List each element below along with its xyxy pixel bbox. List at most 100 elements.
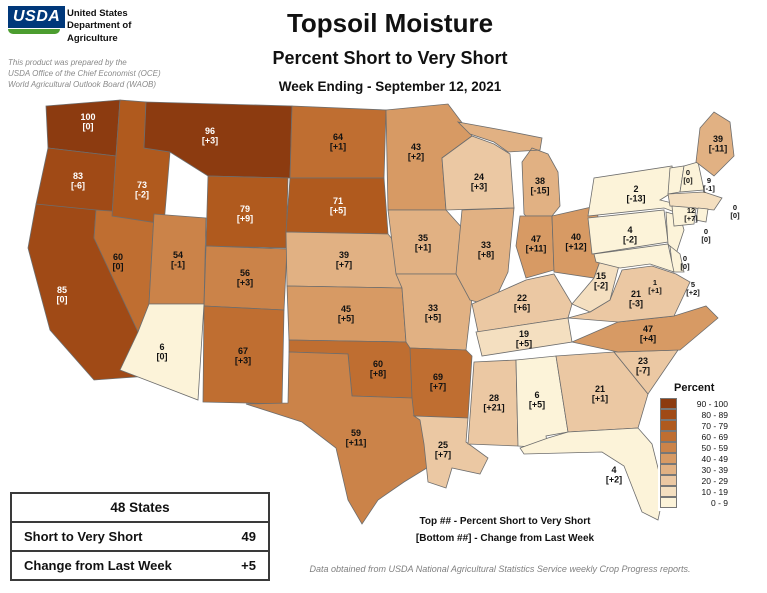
summary-value: +5	[241, 558, 256, 573]
summary-label: Short to Very Short	[24, 529, 143, 544]
agency-line: Department of	[67, 20, 132, 32]
state-label-MN: 43 [+2]	[408, 142, 424, 162]
legend-swatch	[660, 398, 677, 409]
state-label-AR: 69 [+7]	[430, 372, 446, 392]
legend-range-label: 0 - 9	[710, 497, 728, 508]
state-label-IL: 33 [+8]	[478, 240, 494, 260]
summary-row: Short to Very Short 49	[12, 523, 268, 552]
agency-line: United States	[67, 8, 128, 19]
state-label-TX: 59 [+11]	[346, 428, 367, 448]
page-subtitle: Percent Short to Very Short	[272, 48, 508, 68]
state-AZ	[119, 303, 205, 401]
state-label-ID: 73 [-2]	[135, 180, 149, 200]
state-label-FL: 4 [+2]	[606, 465, 622, 485]
agency-name: United States Department of Agriculture	[67, 6, 131, 45]
legend-row: 90 - 100	[660, 398, 728, 409]
state-label-NY: 2 [-13]	[626, 184, 645, 204]
state-label-GA: 21 [+1]	[592, 384, 608, 404]
state-label-NJ: 0 [0]	[680, 254, 690, 271]
state-ME	[695, 111, 735, 177]
state-label-IN: 47 [+11]	[526, 234, 547, 254]
legend-swatch	[660, 464, 677, 475]
state-label-MD: 1 [+1]	[648, 278, 662, 295]
map-legend: Percent 90 - 100 80 - 89 70 - 79 60 - 69 50 …	[658, 380, 730, 511]
state-label-ME: 39 [-11]	[709, 134, 728, 154]
state-MD	[593, 243, 675, 273]
state-label-OR: 83 [-6]	[71, 171, 85, 191]
legend-range-label: 80 - 89	[701, 409, 728, 420]
state-label-VA: 21 [-3]	[629, 289, 643, 309]
legend-row: 20 - 29	[660, 475, 728, 486]
state-label-WA: 100 [0]	[80, 112, 95, 132]
state-label-MO: 33 [+5]	[425, 303, 441, 323]
usda-logo: USDA	[8, 6, 66, 45]
state-GA	[555, 351, 649, 433]
legend-row: 80 - 89	[660, 409, 728, 420]
legend-rows: 90 - 100 80 - 89 70 - 79 60 - 69 50 - 59 40 -…	[660, 398, 728, 508]
state-IN	[515, 215, 555, 279]
legend-swatch	[660, 409, 677, 420]
prepared-line: This product was prepared by the	[8, 58, 127, 67]
state-label-OK: 60 [+8]	[370, 359, 386, 379]
state-label-WI: 24 [+3]	[471, 172, 487, 192]
legend-swatch	[660, 420, 677, 431]
state-label-SD: 71 [+5]	[330, 196, 346, 216]
legend-title: Percent	[674, 382, 715, 394]
legend-swatch	[660, 486, 677, 497]
usda-green-swoosh-icon	[8, 29, 60, 34]
summary-states-count: 48 States	[12, 494, 268, 523]
legend-range-label: 40 - 49	[701, 453, 728, 464]
summary-label: Change from Last Week	[24, 558, 172, 573]
summary-row: Change from Last Week +5	[12, 552, 268, 579]
state-label-DE: 5 [+2]	[686, 280, 700, 297]
legend-swatch	[660, 442, 677, 453]
state-label-CA: 85 [0]	[57, 285, 68, 305]
legend-range-label: 50 - 59	[701, 442, 728, 453]
title-block: Topsoil Moisture Percent Short to Very S…	[190, 8, 590, 94]
state-label-SC: 23 [-7]	[636, 356, 650, 376]
state-label-OH: 40 [+12]	[565, 232, 586, 252]
state-label-KS: 45 [+5]	[338, 304, 354, 324]
legend-swatch	[660, 453, 677, 464]
legend-range-label: 20 - 29	[701, 475, 728, 486]
state-label-KY: 22 [+6]	[514, 293, 530, 313]
prepared-by-note: This product was prepared by the USDA Of…	[8, 58, 166, 90]
state-label-NC: 47 [+4]	[640, 324, 656, 344]
state-label-AZ: 6 [0]	[157, 342, 168, 362]
state-FL	[519, 427, 665, 521]
legend-swatch	[660, 475, 677, 486]
state-NH	[679, 161, 705, 193]
state-TX	[245, 351, 431, 525]
state-RI	[695, 207, 709, 223]
legend-range-label: 90 - 100	[696, 398, 728, 409]
state-label-WY: 79 [+9]	[237, 204, 253, 224]
state-label-ND: 64 [+1]	[330, 132, 346, 152]
usda-logo-block: USDA United States Department of Agricul…	[8, 6, 131, 45]
state-label-MS: 28 [+21]	[483, 393, 504, 413]
state-label-WV: 15 [-2]	[594, 271, 608, 291]
legend-range-label: 30 - 39	[701, 464, 728, 475]
state-label-LA: 25 [+7]	[435, 440, 451, 460]
legend-row: 40 - 49	[660, 453, 728, 464]
usda-wordmark: USDA	[8, 6, 66, 28]
state-label-VT: 0 [0]	[683, 168, 693, 185]
data-source-note: Data obtained from USDA National Agricul…	[309, 564, 691, 574]
legend-row: 30 - 39	[660, 464, 728, 475]
legend-row: 50 - 59	[660, 442, 728, 453]
legend-range-label: 60 - 69	[701, 431, 728, 442]
bottom-number-note: [Bottom ##] - Change from Last Week	[415, 533, 595, 544]
prepared-line: USDA Office of the Chief Economist (OCE)	[8, 68, 161, 78]
legend-swatch	[660, 431, 677, 442]
state-label-MT: 96 [+3]	[202, 126, 218, 146]
state-WI	[441, 135, 515, 211]
state-label-CT: 0 [0]	[701, 227, 711, 244]
legend-range-label: 70 - 79	[701, 420, 728, 431]
state-NY	[587, 165, 685, 217]
legend-swatch	[660, 497, 677, 508]
state-MA	[667, 191, 723, 211]
legend-row: 0 - 9	[660, 497, 728, 508]
top-number-note: Top ## - Percent Short to Very Short	[419, 516, 591, 527]
page-title: Topsoil Moisture	[286, 8, 494, 38]
